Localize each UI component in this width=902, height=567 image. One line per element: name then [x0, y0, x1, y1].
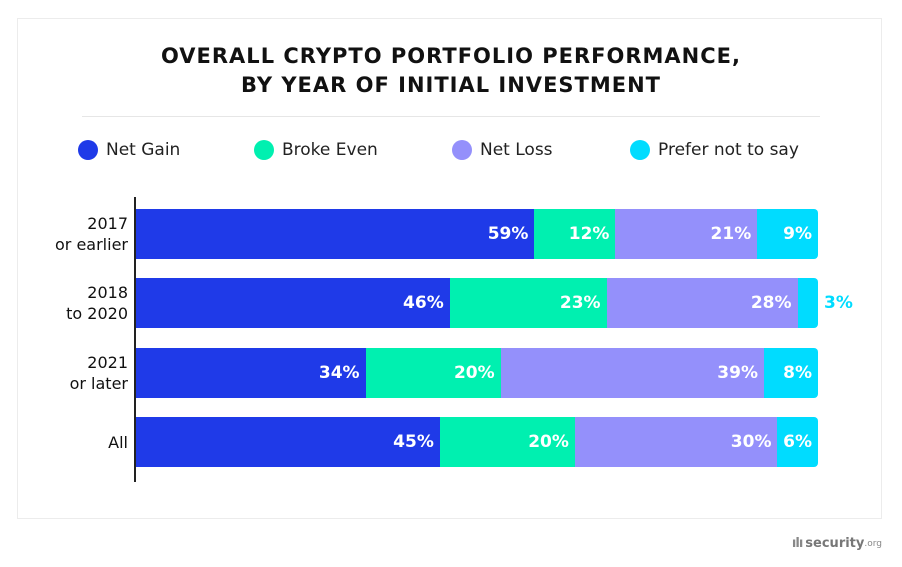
- chart-title: OVERALL CRYPTO PORTFOLIO PERFORMANCE, BY…: [0, 42, 902, 100]
- legend-swatch: [254, 140, 274, 160]
- data-label: 45%: [393, 432, 434, 452]
- security-org-logo: ılı security .org: [792, 536, 882, 551]
- data-label: 34%: [318, 363, 360, 383]
- logo-icon: ılı: [791, 536, 803, 551]
- bar-segment: [136, 209, 535, 259]
- data-label: 39%: [717, 363, 758, 383]
- category-label: 2021 or later: [70, 352, 128, 394]
- data-label: 20%: [453, 363, 495, 383]
- data-label: 28%: [750, 293, 792, 313]
- legend-item: Broke Even: [254, 140, 378, 160]
- bar-segment: [797, 278, 818, 328]
- category-label-line: All: [108, 432, 128, 452]
- title-line-1: OVERALL CRYPTO PORTFOLIO PERFORMANCE,: [161, 44, 741, 68]
- legend-swatch: [78, 140, 98, 160]
- bar-segment: [439, 417, 575, 467]
- legend-item: Prefer not to say: [630, 140, 799, 160]
- legend-label: Prefer not to say: [658, 140, 799, 160]
- bar-segment: [606, 278, 798, 328]
- legend-label: Broke Even: [282, 140, 378, 160]
- y-axis-line: [134, 197, 136, 482]
- legend-swatch: [630, 140, 650, 160]
- legend-item: Net Loss: [452, 140, 553, 160]
- bar-segment: [500, 348, 764, 398]
- legend-label: Net Loss: [480, 140, 553, 160]
- logo-suffix: .org: [864, 538, 882, 549]
- category-label-line: 2018: [87, 283, 128, 302]
- data-label: 8%: [783, 363, 812, 383]
- data-label: 12%: [568, 224, 610, 244]
- bar-segment: [777, 417, 818, 467]
- title-line-2: BY YEAR OF INITIAL INVESTMENT: [240, 73, 662, 97]
- legend-swatch: [452, 140, 472, 160]
- legend-item: Net Gain: [78, 140, 180, 160]
- data-label: 23%: [559, 293, 601, 313]
- category-label: 2018 to 2020: [66, 282, 128, 324]
- bar-segment: [136, 417, 440, 467]
- data-label: 9%: [783, 224, 812, 244]
- bar-segment: [574, 417, 778, 467]
- chart-card: [17, 18, 882, 519]
- divider: [82, 116, 820, 117]
- bar-segment: [615, 209, 758, 259]
- data-label: 20%: [528, 432, 569, 452]
- category-label-line: or later: [69, 374, 128, 393]
- data-label: 59%: [487, 224, 529, 244]
- data-label: 46%: [403, 293, 444, 313]
- category-label-line: 2021: [87, 353, 128, 372]
- data-label: 3%: [824, 293, 853, 313]
- bar-segment: [365, 348, 501, 398]
- data-label: 21%: [710, 224, 752, 244]
- bar-segment: [534, 209, 616, 259]
- category-label-line: or earlier: [55, 235, 128, 254]
- category-label-line: 2017: [87, 214, 128, 233]
- legend-label: Net Gain: [106, 140, 181, 160]
- category-label: All: [108, 432, 128, 453]
- logo-text: security: [805, 536, 865, 551]
- bar-segment: [136, 348, 366, 398]
- data-label: 30%: [730, 432, 772, 452]
- bar-segment: [449, 278, 607, 328]
- data-label: 6%: [783, 432, 812, 452]
- category-label: 2017 or earlier: [55, 213, 128, 255]
- bar-segment: [136, 278, 450, 328]
- bar-segment: [757, 209, 818, 259]
- category-label-line: to 2020: [66, 304, 128, 323]
- bar-segment: [763, 348, 818, 398]
